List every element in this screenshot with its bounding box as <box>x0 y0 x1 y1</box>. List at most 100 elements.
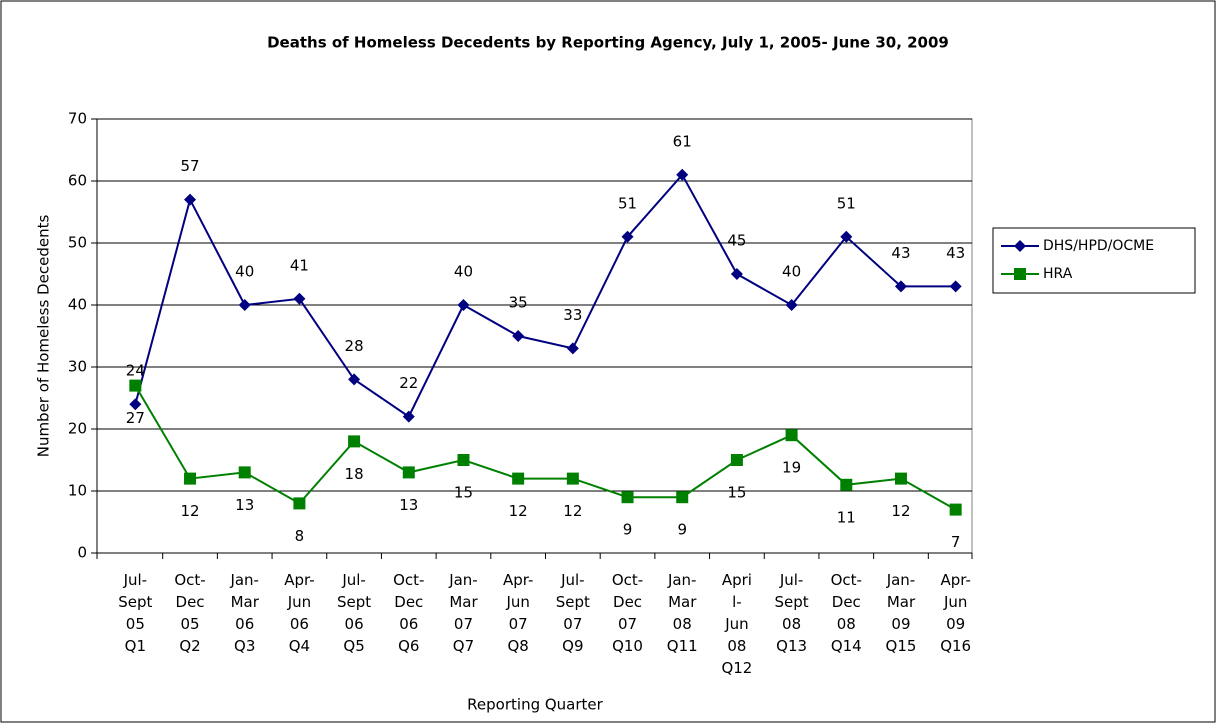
legend-marker <box>1014 240 1026 252</box>
x-tick-label: Jan-Mar 07 Q7 <box>448 571 478 655</box>
y-tick-label: 60 <box>68 172 87 190</box>
x-tick-label: Jan-Mar 08 Q11 <box>667 571 698 655</box>
data-label: 7 <box>951 533 961 551</box>
square-marker <box>840 478 853 491</box>
diamond-marker <box>730 268 743 280</box>
series-line <box>134 173 956 419</box>
diamond-marker <box>566 342 579 355</box>
data-label: 40 <box>235 263 254 281</box>
y-tick-label: 10 <box>68 482 87 500</box>
y-tick-label: 20 <box>68 420 87 438</box>
square-marker <box>621 491 634 504</box>
square-marker <box>184 472 197 485</box>
square-marker <box>785 429 798 442</box>
data-label: 28 <box>345 337 364 355</box>
diamond-marker <box>348 373 361 386</box>
y-tick-label: 30 <box>68 358 87 376</box>
data-label: 41 <box>290 256 309 274</box>
chart-title: Deaths of Homeless Decedents by Reportin… <box>267 34 949 52</box>
square-marker <box>457 454 470 466</box>
square-marker <box>402 466 415 479</box>
square-marker <box>566 472 579 485</box>
y-tick-label: 50 <box>68 234 87 252</box>
diamond-marker <box>129 398 142 411</box>
diamond-marker <box>402 410 415 423</box>
legend-box <box>992 227 1196 294</box>
diamond-marker <box>621 230 634 243</box>
data-label: 12 <box>891 502 910 520</box>
data-label: 18 <box>345 465 364 483</box>
data-label: 13 <box>235 496 254 514</box>
diamond-marker <box>840 230 853 243</box>
x-tick-label: Jul-Sept 05 Q1 <box>118 571 152 655</box>
data-label: 51 <box>837 194 856 212</box>
diamond-marker <box>238 299 251 311</box>
data-label: 8 <box>295 527 305 545</box>
x-tick-label: Jul-Sept 06 Q5 <box>337 571 371 655</box>
x-tick-label: Oct-Dec 05 Q2 <box>174 571 205 655</box>
data-label: 51 <box>618 194 637 212</box>
data-label: 27 <box>126 409 145 427</box>
diamond-marker <box>785 299 798 311</box>
data-label: 43 <box>946 244 965 262</box>
x-tick-label: Apr-Jun 07 Q8 <box>503 571 533 655</box>
x-tick-label: Jul-Sept 08 Q13 <box>775 571 809 655</box>
data-label: 61 <box>673 132 692 150</box>
data-label: 40 <box>454 263 473 281</box>
data-label: 12 <box>563 502 582 520</box>
square-marker <box>949 503 962 516</box>
series-line <box>134 385 957 511</box>
x-tick-label: Jul-Sept 07 Q9 <box>556 571 590 655</box>
square-marker <box>293 497 306 510</box>
data-label: 40 <box>782 263 801 281</box>
x-tick-label: Apr-Jun 06 Q4 <box>284 571 314 655</box>
y-tick-label: 70 <box>68 110 87 128</box>
data-label: 33 <box>563 306 582 324</box>
diamond-marker <box>184 193 197 206</box>
y-tick-label: 0 <box>77 544 87 562</box>
data-label: 45 <box>727 232 746 250</box>
legend-label: HRA <box>1043 266 1073 282</box>
x-tick-label: Jan-Mar 06 Q3 <box>229 571 259 655</box>
data-label: 9 <box>677 521 687 539</box>
plot-area <box>96 118 973 554</box>
data-label: 22 <box>399 374 418 392</box>
y-tick-label: 40 <box>68 296 87 314</box>
data-label: 35 <box>509 294 528 312</box>
square-marker <box>676 491 689 504</box>
data-label: 11 <box>837 508 856 526</box>
legend-label: DHS/HPD/OCME <box>1043 238 1154 254</box>
x-tick-label: Oct-Dec 06 Q6 <box>393 571 424 655</box>
square-marker <box>894 472 907 485</box>
x-tick-label: Oct-Dec 07 Q10 <box>612 571 643 655</box>
diamond-marker <box>293 292 306 305</box>
y-axis-label: Number of Homeless Decedents <box>35 215 53 458</box>
data-label: 13 <box>399 496 418 514</box>
diamond-marker <box>894 280 907 293</box>
diamond-marker <box>676 168 689 181</box>
diamond-marker <box>512 330 525 342</box>
x-tick-label: Oct-Dec 08 Q14 <box>831 571 862 655</box>
x-axis-label: Reporting Quarter <box>467 696 603 714</box>
square-marker <box>238 466 251 479</box>
data-label: 24 <box>126 362 145 380</box>
square-marker <box>512 472 525 485</box>
x-tick-label: Apri l-Jun 08 Q12 <box>721 571 752 677</box>
diamond-marker <box>949 280 962 293</box>
data-label: 19 <box>782 459 801 477</box>
data-label: 12 <box>509 502 528 520</box>
data-label: 43 <box>891 244 910 262</box>
data-label: 15 <box>727 484 746 502</box>
legend-marker <box>1014 268 1026 280</box>
x-tick-label: Jan-Mar 09 Q15 <box>886 571 917 655</box>
square-marker <box>348 435 361 448</box>
data-label: 9 <box>623 521 633 539</box>
square-marker <box>730 454 743 466</box>
square-marker <box>129 379 142 392</box>
x-tick-label: Apr-Jun 09 Q16 <box>940 571 971 655</box>
data-label: 15 <box>454 484 473 502</box>
diamond-marker <box>457 299 470 311</box>
data-label: 12 <box>180 502 199 520</box>
data-label: 57 <box>180 157 199 175</box>
